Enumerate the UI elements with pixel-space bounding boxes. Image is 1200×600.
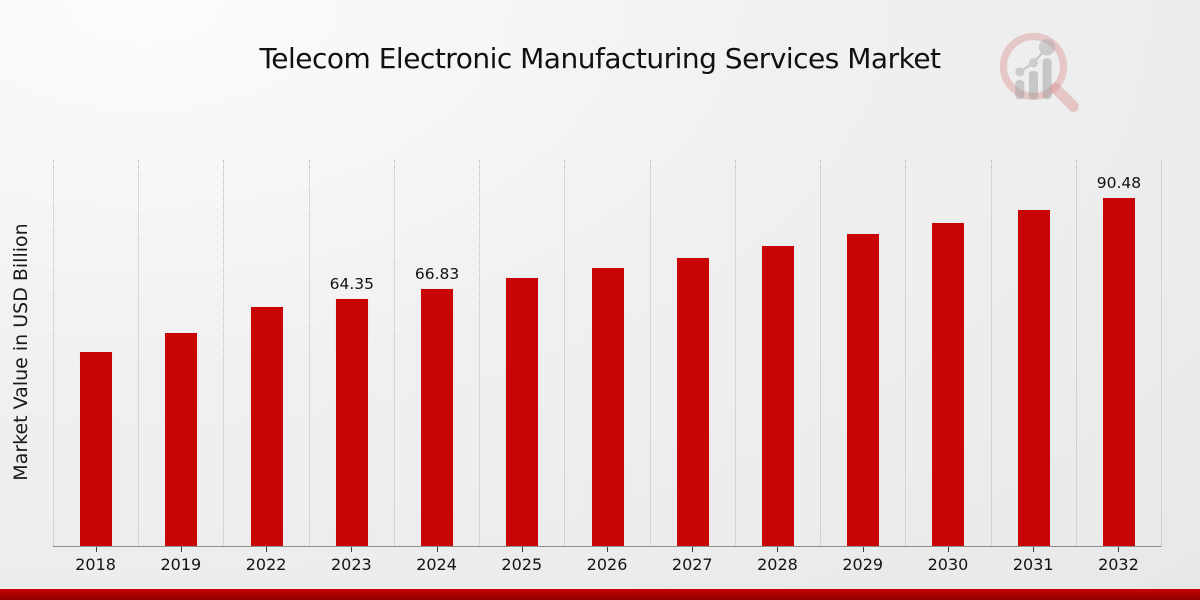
- x-axis-cell-2022: 2022: [223, 547, 308, 574]
- tick-mark: [180, 547, 182, 552]
- x-tick-label-2023: 2023: [330, 555, 372, 574]
- bar-value-label-2023: 64.35: [329, 274, 374, 293]
- bar-2030: [931, 221, 966, 546]
- x-tick-label-2031: 2031: [1012, 555, 1054, 574]
- category-slot-2019: [138, 160, 223, 546]
- plot-area: 64.35 66.83 90.48: [53, 160, 1162, 547]
- category-slot-2024: 66.83: [393, 160, 479, 546]
- bar-2019: [164, 332, 199, 546]
- bar-2029: [846, 233, 881, 546]
- bar-value-label-2024: 66.83: [414, 265, 460, 284]
- x-tick-label-2029: 2029: [842, 555, 884, 574]
- x-axis-cell-2026: 2026: [564, 547, 649, 574]
- category-slot-2022: [223, 160, 308, 546]
- tick-mark: [266, 547, 268, 552]
- category-slot-2031: [990, 160, 1076, 546]
- tick-mark: [607, 547, 609, 552]
- category-slot-2027: [649, 160, 735, 546]
- bar-value-label-2032: 90.48: [1096, 173, 1142, 192]
- tick-mark: [95, 547, 97, 552]
- x-tick-label-2030: 2030: [927, 555, 969, 574]
- tick-mark: [947, 547, 949, 552]
- tick-mark: [777, 547, 779, 552]
- x-axis-labels: 2018 2019 2022 2023 2024 2025 2026 2027 2028 2029…: [53, 547, 1161, 574]
- tick-mark: [692, 547, 694, 552]
- category-slot-2026: [564, 160, 649, 546]
- bar-2025: [505, 277, 540, 546]
- x-tick-label-2019: 2019: [160, 555, 202, 574]
- market-research-future-logo: [999, 32, 1079, 112]
- tick-mark: [521, 547, 523, 552]
- tick-mark: [1118, 547, 1120, 552]
- category-slot-2025: [479, 160, 564, 546]
- chart-title: Telecom Electronic Manufacturing Service…: [259, 42, 941, 75]
- x-axis-cell-2023: 2023: [309, 547, 394, 574]
- tick-mark: [436, 547, 438, 552]
- bar-2026: [590, 267, 625, 546]
- tick-mark: [862, 547, 864, 552]
- bar-2028: [760, 244, 795, 546]
- x-axis-cell-2029: 2029: [820, 547, 905, 574]
- category-slot-2028: [734, 160, 820, 546]
- x-tick-label-2024: 2024: [416, 555, 457, 574]
- bar-chart-glyph: [1015, 39, 1056, 100]
- bar-2031: [1016, 208, 1051, 546]
- x-tick-label-2022: 2022: [245, 555, 287, 574]
- bar-2024: [420, 288, 455, 546]
- x-axis-cell-2025: 2025: [479, 547, 564, 574]
- x-axis-cell-2024: 2024: [394, 547, 479, 574]
- x-tick-label-2018: 2018: [75, 555, 116, 574]
- x-tick-label-2028: 2028: [757, 555, 798, 574]
- y-axis-label: Market Value in USD Billion: [10, 223, 32, 481]
- bar-2022: [249, 306, 284, 546]
- tick-mark: [1033, 547, 1035, 552]
- x-axis-cell-2019: 2019: [138, 547, 223, 574]
- category-slot-2030: [905, 160, 990, 546]
- x-tick-label-2027: 2027: [671, 555, 713, 574]
- category-slot-2032: 90.48: [1075, 160, 1161, 546]
- category-slot-2018: [53, 160, 138, 546]
- magnifier-icon: [999, 32, 1079, 112]
- bar-2018: [79, 351, 114, 546]
- x-axis-cell-2027: 2027: [650, 547, 735, 574]
- x-axis-cell-2031: 2031: [991, 547, 1076, 574]
- category-slot-2029: [820, 160, 905, 546]
- x-axis-cell-2018: 2018: [53, 547, 138, 574]
- bar-2027: [675, 256, 710, 546]
- x-tick-label-2025: 2025: [501, 555, 543, 574]
- tick-mark: [351, 547, 353, 552]
- bar-2023: [334, 297, 369, 546]
- x-axis-cell-2032: 2032: [1076, 547, 1161, 574]
- x-axis-cell-2028: 2028: [735, 547, 820, 574]
- x-tick-label-2032: 2032: [1098, 555, 1139, 574]
- footer-accent-strip: [0, 589, 1200, 600]
- category-slot-2023: 64.35: [308, 160, 394, 546]
- x-tick-label-2026: 2026: [586, 555, 628, 574]
- bar-2032: [1101, 196, 1136, 546]
- x-axis-cell-2030: 2030: [905, 547, 990, 574]
